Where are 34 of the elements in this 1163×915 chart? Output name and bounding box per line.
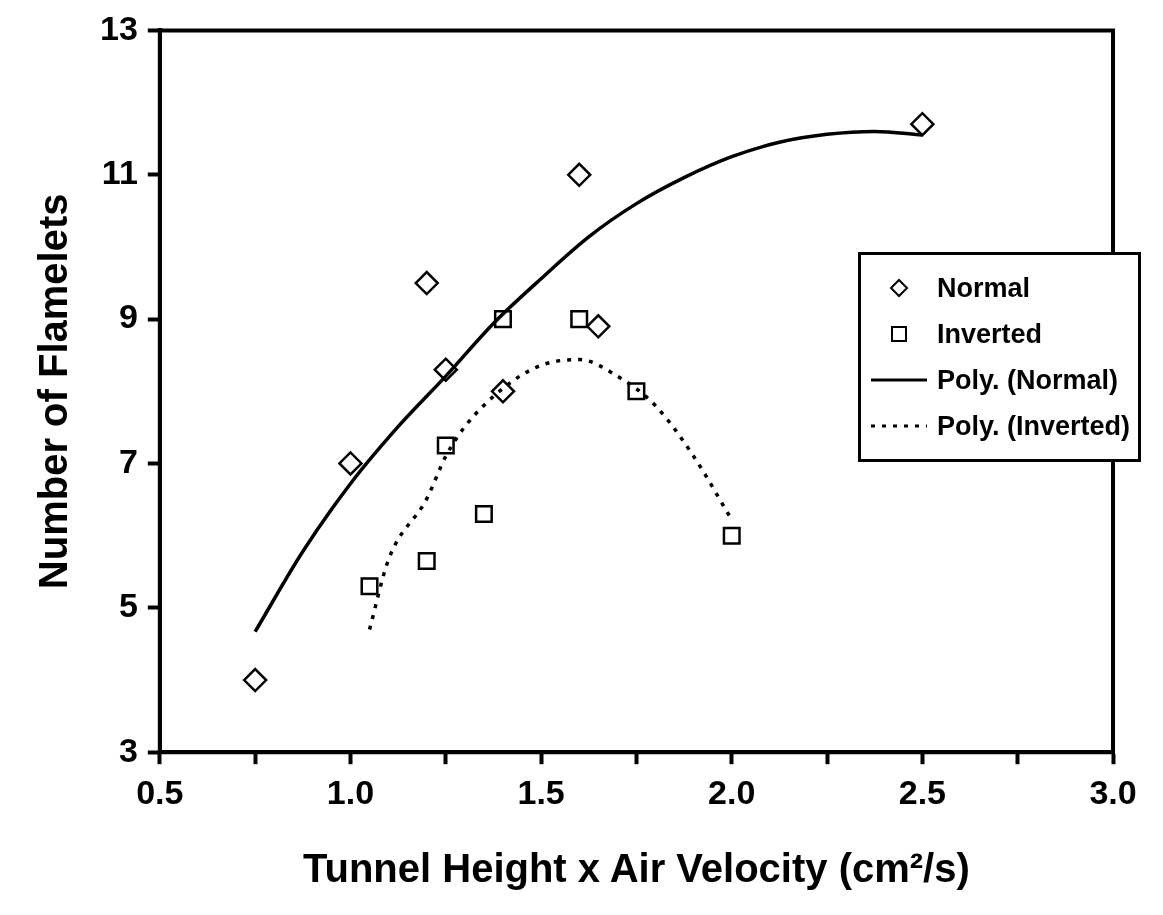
point	[627, 382, 646, 401]
x-tick-label: 3.0	[1089, 772, 1137, 811]
point	[360, 577, 379, 596]
y-tick-label: 3	[118, 730, 138, 769]
point	[493, 310, 512, 329]
x-tick-label: 2.0	[708, 772, 756, 811]
y-tick-label: 7	[118, 441, 138, 480]
point	[570, 310, 589, 329]
x-tick-label: 1.0	[326, 772, 375, 811]
point	[722, 526, 741, 545]
legend-label: Poly. (Normal)	[936, 364, 1118, 397]
x-tick-label: 2.5	[898, 772, 946, 811]
y-tick-label: 11	[101, 153, 138, 192]
point	[338, 451, 363, 476]
x-tick-label: 0.5	[136, 772, 184, 811]
y-tick-label: 13	[99, 8, 138, 47]
point	[242, 667, 268, 693]
y-axis-title: Number of Flamelets	[31, 193, 76, 590]
legend-label: Normal	[936, 272, 1030, 305]
point	[436, 436, 455, 455]
point	[417, 551, 436, 570]
legend-label: Inverted	[936, 318, 1042, 351]
point	[433, 357, 459, 382]
point	[490, 379, 516, 404]
point	[414, 270, 439, 296]
point	[586, 314, 611, 339]
x-tick-label: 1.5	[517, 772, 565, 811]
point	[566, 162, 592, 188]
y-tick-label: 5	[118, 586, 138, 625]
point	[474, 504, 493, 524]
y-tick-label: 9	[118, 297, 138, 336]
legend-label: Poly. (Inverted)	[936, 410, 1130, 443]
point	[910, 111, 935, 137]
x-axis-title: Tunnel Height x Air Velocity (cm²/s)	[303, 846, 970, 891]
